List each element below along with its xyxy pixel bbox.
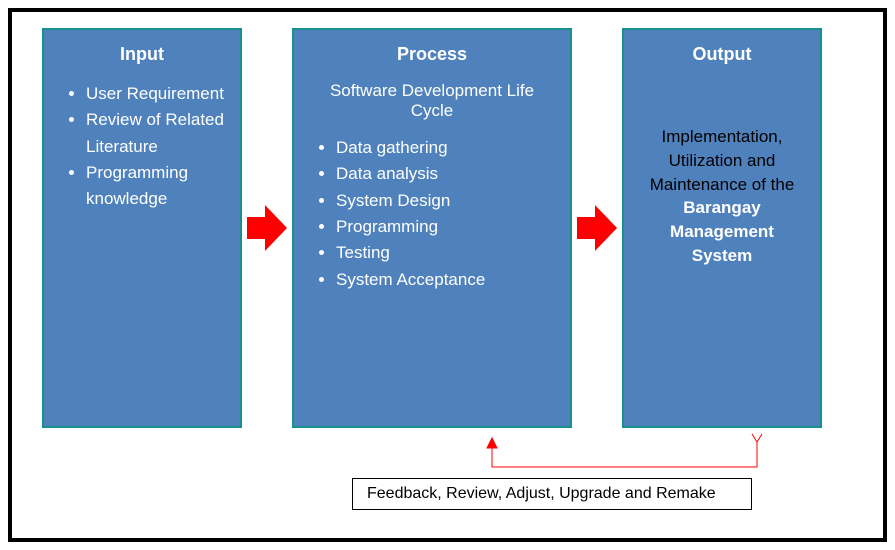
list-item: System Design (336, 188, 556, 214)
list-item: Programming knowledge (86, 160, 226, 213)
process-list: Data gatheringData analysisSystem Design… (336, 135, 556, 293)
process-box: Process Software Development Life Cycle … (292, 28, 572, 428)
output-title: Output (638, 44, 806, 65)
list-item: Data analysis (336, 161, 556, 187)
feedback-label-box: Feedback, Review, Adjust, Upgrade and Re… (352, 478, 752, 510)
input-title: Input (58, 44, 226, 65)
process-subtitle: Software Development Life Cycle (308, 81, 556, 121)
arrow-input-to-process (242, 28, 292, 428)
list-item: Testing (336, 240, 556, 266)
output-text: Implementation, Utilization and Maintena… (638, 125, 806, 268)
output-text-bold: Barangay Management System (670, 198, 774, 265)
arrow-right-icon (247, 205, 287, 251)
ipo-row: Input User RequirementReview of Related … (12, 28, 883, 428)
input-box: Input User RequirementReview of Related … (42, 28, 242, 428)
diagram-frame: Input User RequirementReview of Related … (8, 8, 887, 542)
process-title: Process (308, 44, 556, 65)
input-list: User RequirementReview of Related Litera… (86, 81, 226, 213)
feedback-label: Feedback, Review, Adjust, Upgrade and Re… (367, 485, 716, 502)
output-text-pre: Implementation, Utilization and Maintena… (650, 127, 795, 194)
list-item: Data gathering (336, 135, 556, 161)
arrow-process-to-output (572, 28, 622, 428)
list-item: Programming (336, 214, 556, 240)
list-item: System Acceptance (336, 267, 556, 293)
output-box: Output Implementation, Utilization and M… (622, 28, 822, 428)
list-item: Review of Related Literature (86, 107, 226, 160)
arrow-right-icon (577, 205, 617, 251)
list-item: User Requirement (86, 81, 226, 107)
